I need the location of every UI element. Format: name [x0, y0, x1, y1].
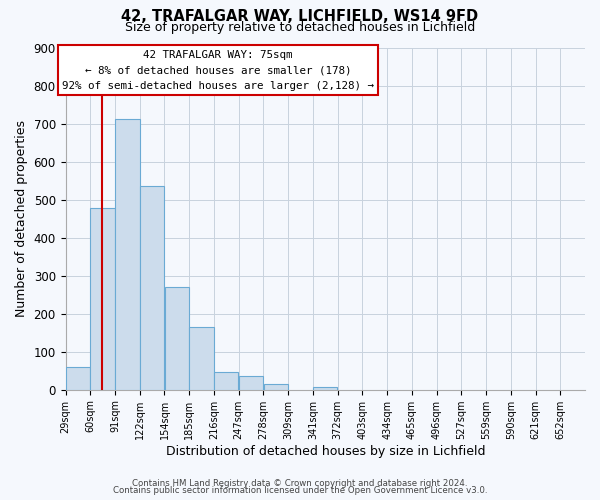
Text: Size of property relative to detached houses in Lichfield: Size of property relative to detached ho… — [125, 21, 475, 34]
Bar — [66, 367, 90, 390]
Bar — [190, 327, 214, 390]
Bar — [263, 384, 288, 390]
Bar — [214, 372, 238, 390]
Text: 42, TRAFALGAR WAY, LICHFIELD, WS14 9FD: 42, TRAFALGAR WAY, LICHFIELD, WS14 9FD — [121, 9, 479, 24]
Bar — [313, 386, 337, 390]
Y-axis label: Number of detached properties: Number of detached properties — [15, 120, 28, 317]
Text: Contains public sector information licensed under the Open Government Licence v3: Contains public sector information licen… — [113, 486, 487, 495]
Bar — [239, 376, 263, 390]
Bar — [115, 118, 140, 390]
Text: Contains HM Land Registry data © Crown copyright and database right 2024.: Contains HM Land Registry data © Crown c… — [132, 478, 468, 488]
Bar — [91, 208, 115, 390]
X-axis label: Distribution of detached houses by size in Lichfield: Distribution of detached houses by size … — [166, 444, 485, 458]
Bar — [164, 287, 189, 390]
Bar — [140, 186, 164, 390]
Text: 42 TRAFALGAR WAY: 75sqm
← 8% of detached houses are smaller (178)
92% of semi-de: 42 TRAFALGAR WAY: 75sqm ← 8% of detached… — [62, 50, 374, 91]
